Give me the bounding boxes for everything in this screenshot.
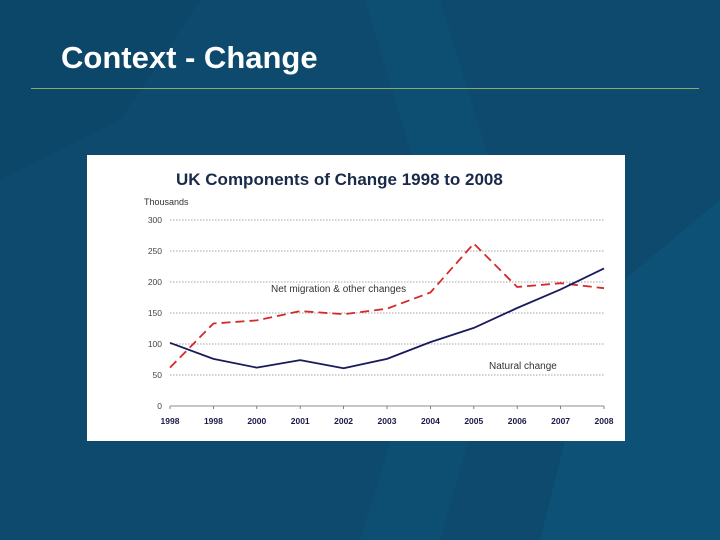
x-tick-label: 2004 <box>421 416 440 426</box>
chart-panel: UK Components of Change 1998 to 2008 Thou… <box>87 155 625 441</box>
series-line-natural-change <box>169 267 605 370</box>
y-tick-label: 100 <box>148 339 162 349</box>
y-tick-label: 200 <box>148 277 162 287</box>
x-tick-label: 2008 <box>595 416 614 426</box>
x-tick-label: 1998 <box>161 416 180 426</box>
line-chart: UK Components of Change 1998 to 2008 Thou… <box>144 170 614 426</box>
x-tick-label: 2007 <box>551 416 570 426</box>
slide-title: Context - Change <box>61 40 318 75</box>
series-label-net-migration: Net migration & other changes <box>271 284 406 295</box>
y-tick-label: 150 <box>148 308 162 318</box>
y-tick-label: 50 <box>153 370 163 380</box>
x-tick-label: 2006 <box>508 416 527 426</box>
title-divider <box>31 88 699 89</box>
y-tick-label: 250 <box>148 246 162 256</box>
x-tick-label: 2003 <box>378 416 397 426</box>
x-tick-label: 2005 <box>464 416 483 426</box>
x-tick-label: 2000 <box>247 416 266 426</box>
x-tick-label: 2002 <box>334 416 353 426</box>
x-tick-label: 2001 <box>291 416 310 426</box>
y-tick-label: 0 <box>157 401 162 411</box>
series-label-natural-change: Natural change <box>489 361 557 372</box>
y-axis-label: Thousands <box>144 197 189 207</box>
series-line-net-migration <box>169 242 605 369</box>
chart-title: UK Components of Change 1998 to 2008 <box>176 170 503 189</box>
y-tick-label: 300 <box>148 215 162 225</box>
x-tick-label: 1998 <box>204 416 223 426</box>
